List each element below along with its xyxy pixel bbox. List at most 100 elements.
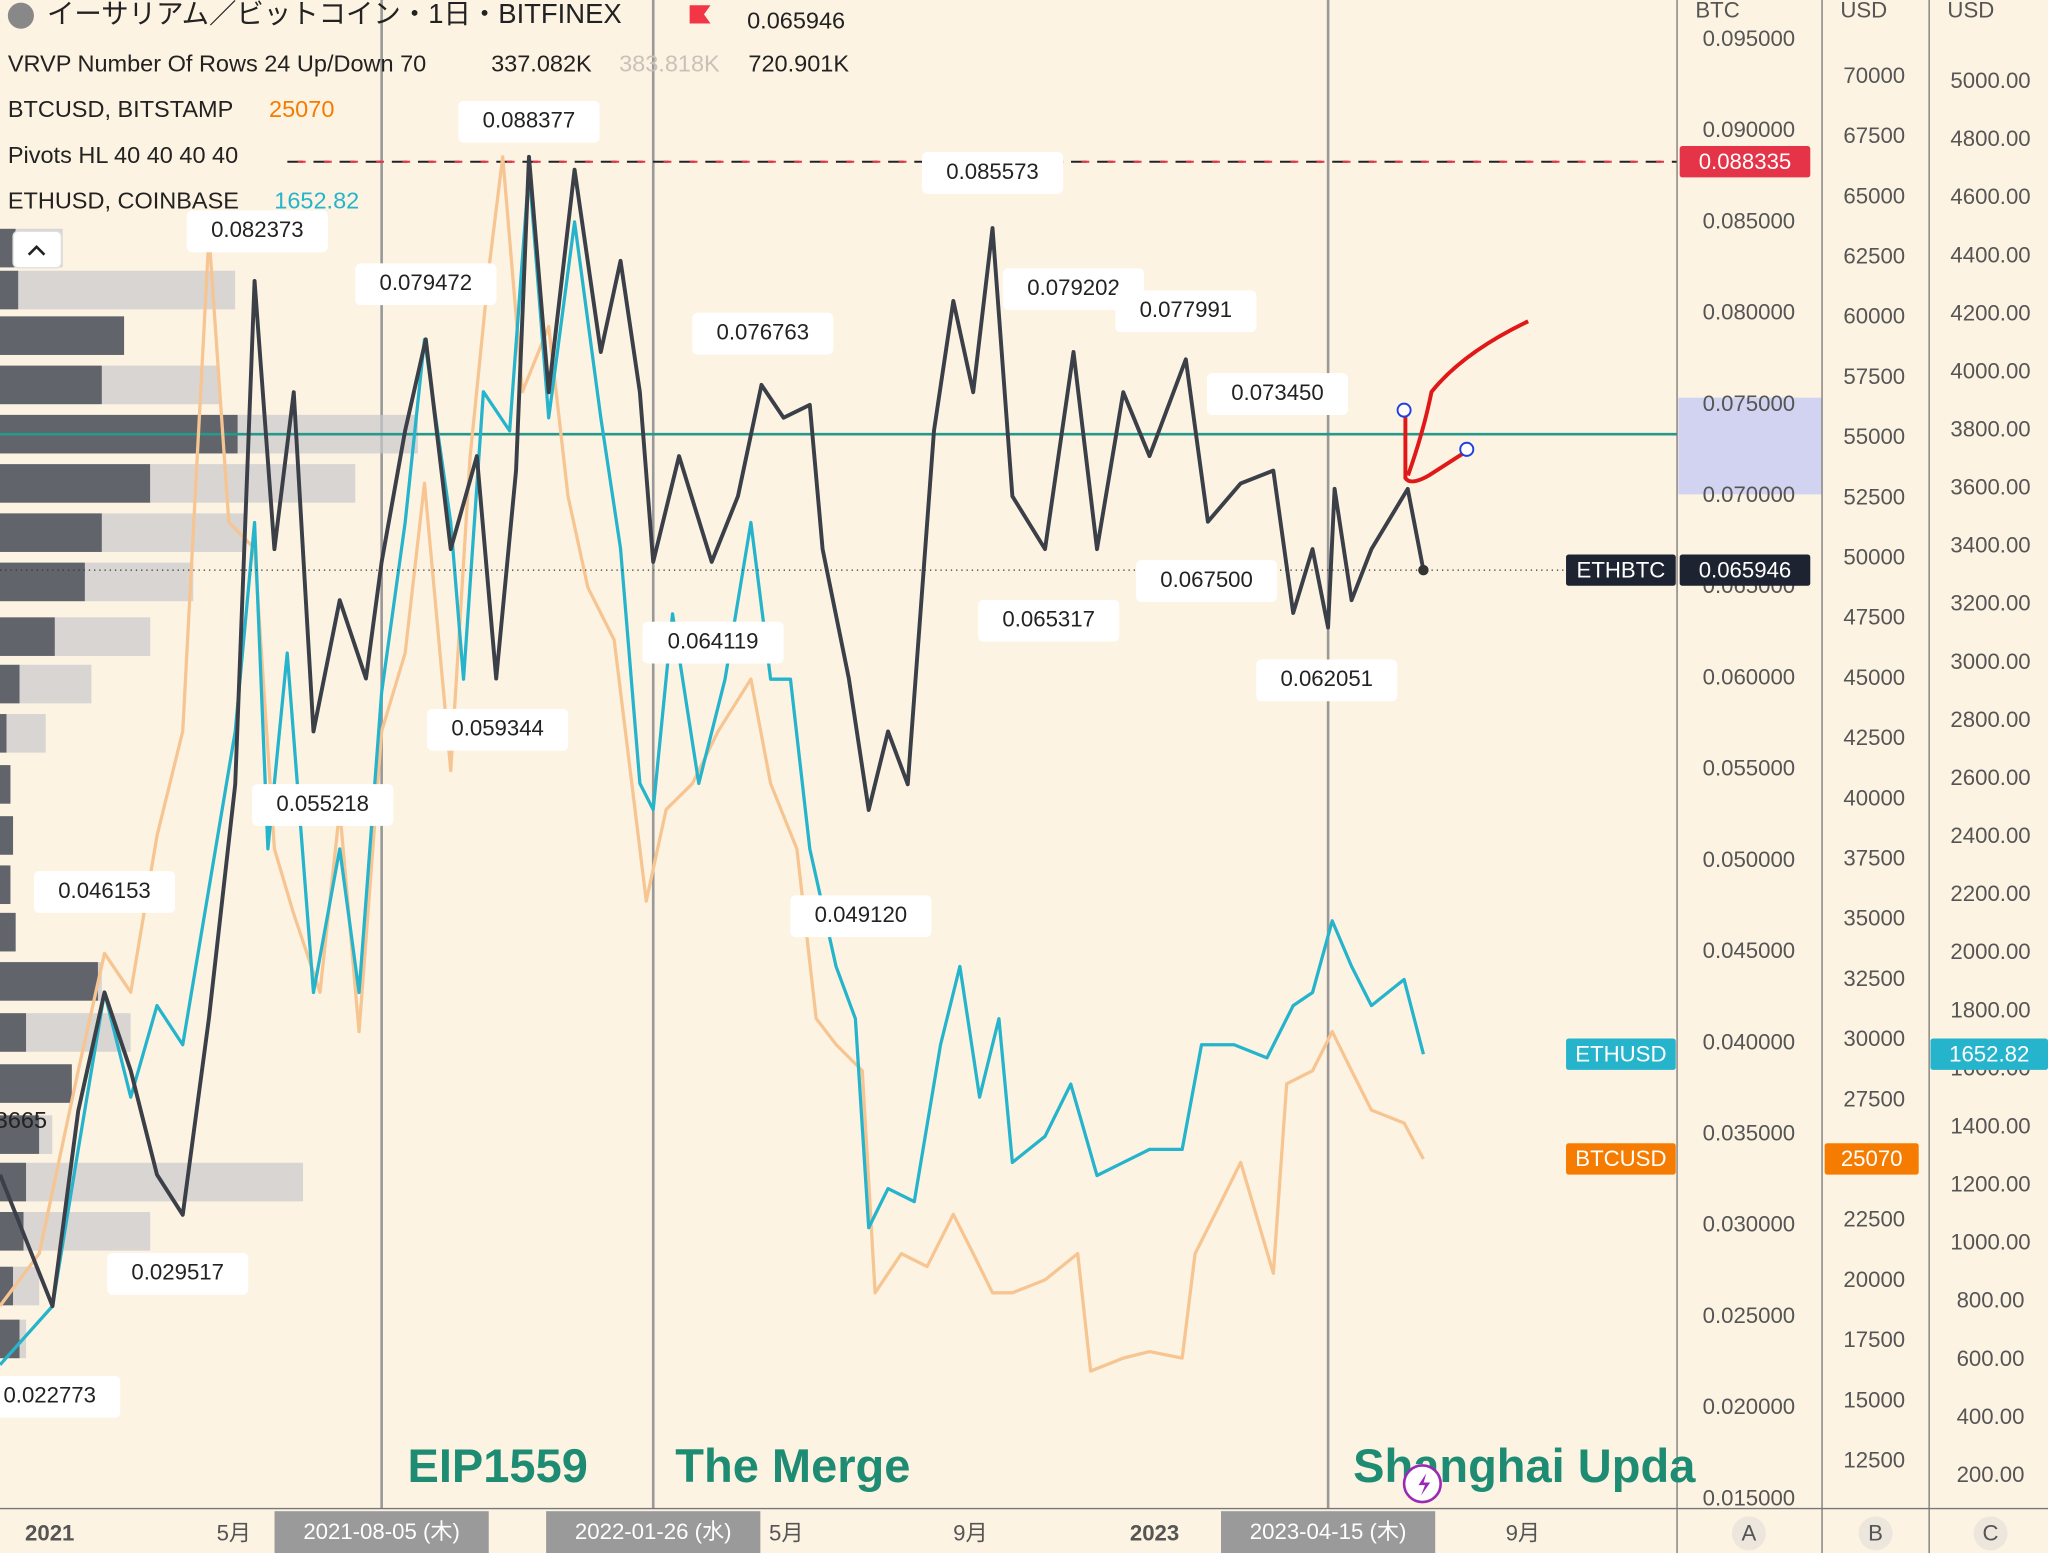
- axis-button[interactable]: [1973, 1516, 2008, 1551]
- pivot-label: 0.055218: [276, 791, 369, 816]
- marker-label: 2021-08-05 (木): [303, 1519, 460, 1544]
- y3-tick-label: 3200.00: [1950, 591, 2030, 616]
- pivot-label-bg: [458, 100, 600, 143]
- profile-up: [0, 270, 19, 310]
- y-tick-label: 0.050000: [1703, 847, 1796, 872]
- price-tag-label: ETHBTC: [1577, 557, 1666, 582]
- price-tag: [1930, 1038, 2048, 1070]
- y2-tick-label: 47500: [1843, 605, 1905, 630]
- indicator-value: 25070: [269, 96, 334, 122]
- y2-tick-label: 42500: [1843, 725, 1905, 750]
- profile-up: [0, 228, 16, 268]
- y3-tick-label: 3000.00: [1950, 649, 2030, 674]
- profile-down: [84, 562, 194, 602]
- y3-tick-label: 2600.00: [1950, 765, 2030, 790]
- profile-up: [0, 617, 55, 656]
- pivot-label: 0.085573: [946, 159, 1039, 184]
- pivot-label: 0.064119: [668, 629, 759, 654]
- pivot-label: 0.082373: [211, 217, 304, 242]
- profile-up: [0, 912, 16, 952]
- marker-label-bg: [274, 1511, 489, 1553]
- y-tick-label: 0.085000: [1703, 208, 1796, 233]
- y3-tick-label: 2200.00: [1950, 881, 2030, 906]
- indicator-name: ETHUSD, COINBASE: [8, 188, 239, 214]
- y-tick-label: 0.090000: [1703, 117, 1796, 142]
- marker-label: 2023-04-15 (木): [1250, 1519, 1407, 1544]
- profile-up: [0, 562, 85, 602]
- profile-up: [0, 1013, 27, 1052]
- price-tag: [1679, 146, 1811, 178]
- pivot-label-bg: [921, 152, 1064, 194]
- profile-up: [0, 1212, 24, 1251]
- y3-tick-label: 4800.00: [1950, 126, 2030, 151]
- y3-tick-label: 4200.00: [1950, 300, 2030, 325]
- profile-down: [19, 664, 92, 704]
- profile-up: [0, 962, 98, 1001]
- y2-tick-label: 17500: [1843, 1327, 1905, 1352]
- collapse-button[interactable]: [12, 230, 63, 269]
- y3-tick-label: 5000.00: [1950, 68, 2030, 93]
- pivot-label-bg: [642, 621, 784, 664]
- profile-up: [0, 365, 102, 405]
- pivot-label-bg: [692, 312, 834, 355]
- profile-up: [0, 664, 20, 704]
- y2-tick-label: 52500: [1843, 484, 1905, 509]
- pivot-label-bg: [186, 210, 328, 253]
- pivot-label: 0.046153: [58, 878, 151, 903]
- y3-tick-label: 3600.00: [1950, 475, 2030, 500]
- profile-down: [101, 513, 246, 552]
- drawing-handle[interactable]: [1396, 402, 1412, 418]
- axis-button[interactable]: [1858, 1516, 1893, 1551]
- x-tick-label: 9月: [953, 1521, 988, 1546]
- drawing-handle[interactable]: [1459, 441, 1475, 457]
- y-tick-label: 0.040000: [1703, 1029, 1796, 1054]
- x-tick-label: 2023: [1130, 1521, 1179, 1546]
- axis-button-label: C: [1983, 1521, 1999, 1546]
- pivot-label-bg: [0, 1375, 121, 1418]
- pivot-label: 0.076763: [717, 319, 810, 344]
- pivot-label: 0.067500: [1160, 567, 1253, 592]
- profile-down: [150, 464, 356, 503]
- flag-icon: [689, 5, 711, 24]
- y-tick-label: 0.035000: [1703, 1120, 1796, 1145]
- pivot-label-bg: [252, 784, 394, 826]
- pivot-label-bg: [107, 1252, 249, 1295]
- profile-up: [0, 765, 11, 804]
- y3-tick-label: 4600.00: [1950, 184, 2030, 209]
- pivot-label-bg: [1206, 373, 1349, 415]
- price-tag: [1679, 554, 1811, 586]
- pivot-label: 0.029517: [131, 1260, 224, 1285]
- indicator-value: 1652.82: [274, 188, 359, 214]
- price-tag: [1566, 1143, 1676, 1175]
- axis-header[interactable]: USD: [1947, 0, 1994, 23]
- y-tick-label: 0.060000: [1703, 664, 1796, 689]
- indicator-value: 337.082K: [491, 51, 592, 77]
- pivot-label: 0.079472: [380, 270, 473, 295]
- profile-up: [0, 865, 11, 905]
- y2-tick-label: 37500: [1843, 846, 1905, 871]
- axis-header[interactable]: USD: [1840, 0, 1887, 23]
- profile-up: [0, 816, 14, 855]
- y3-tick-label: 2000.00: [1950, 939, 2030, 964]
- axis-button[interactable]: [1731, 1516, 1766, 1551]
- price-tag-label: 1652.82: [1949, 1041, 2029, 1066]
- marker-label-bg: [546, 1511, 761, 1553]
- axis-header[interactable]: BTC: [1695, 0, 1739, 23]
- profile-up: [0, 1115, 40, 1154]
- annotation: The Merge: [675, 1439, 910, 1492]
- y3-tick-label: 1400.00: [1950, 1113, 2030, 1138]
- x-tick-label: 5月: [769, 1521, 804, 1546]
- y2-tick-label: 12500: [1843, 1447, 1905, 1472]
- y2-tick-label: 65000: [1843, 183, 1905, 208]
- y2-tick-label: 55000: [1843, 424, 1905, 449]
- price-tag-label: 0.065946: [1699, 557, 1792, 582]
- y-tick-label: 0.075000: [1703, 391, 1796, 416]
- axis-button-label: A: [1741, 1521, 1756, 1546]
- price-tag-label: ETHUSD: [1575, 1041, 1666, 1066]
- profile-label: 3665: [0, 1107, 47, 1133]
- y2-tick-label: 67500: [1843, 123, 1905, 148]
- profile-up: [0, 316, 125, 355]
- y2-tick-label: 70000: [1843, 63, 1905, 88]
